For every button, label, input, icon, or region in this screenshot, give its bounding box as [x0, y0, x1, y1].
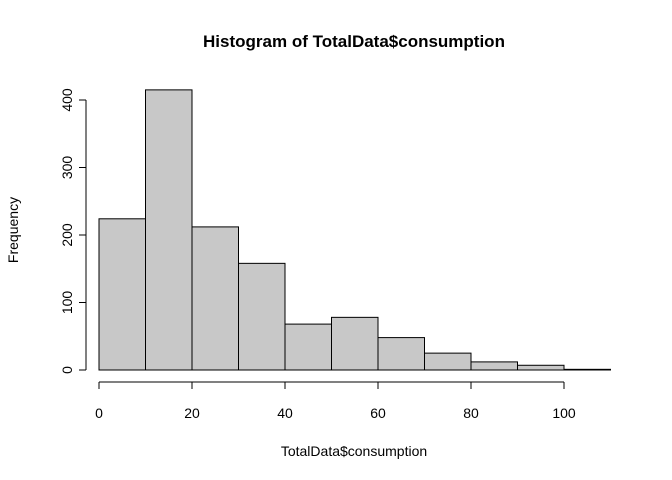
x-axis-label: TotalData$consumption [281, 443, 427, 459]
histogram-bar [563, 368, 611, 371]
histogram-bar [238, 262, 286, 371]
x-tick-label: 100 [552, 405, 576, 421]
y-axis-label: Frequency [5, 197, 21, 263]
y-tick-label: 200 [59, 223, 75, 247]
histogram-bar [424, 352, 472, 371]
histogram-bar [145, 89, 193, 371]
y-tick-label: 0 [59, 366, 75, 374]
histogram-bar [470, 361, 518, 371]
histogram-bar [377, 337, 425, 371]
histogram-bar [331, 316, 379, 371]
x-tick-label: 60 [370, 405, 386, 421]
y-tick-label: 100 [59, 291, 75, 315]
x-tick-label: 0 [95, 405, 103, 421]
x-tick-label: 80 [463, 405, 479, 421]
histogram-bar [191, 226, 239, 371]
x-tick-label: 40 [277, 405, 293, 421]
histogram-bar [284, 323, 332, 371]
histogram-bar [98, 218, 146, 371]
histogram-bar [517, 364, 565, 371]
y-axis: 0 100 200 300 400 [59, 88, 87, 374]
y-tick-label: 400 [59, 88, 75, 112]
y-tick-label: 300 [59, 156, 75, 180]
x-axis: 0 20 40 60 80 100 [95, 381, 576, 421]
x-tick-label: 20 [184, 405, 200, 421]
chart-title: Histogram of TotalData$consumption [203, 32, 505, 51]
bars-group [98, 89, 611, 371]
